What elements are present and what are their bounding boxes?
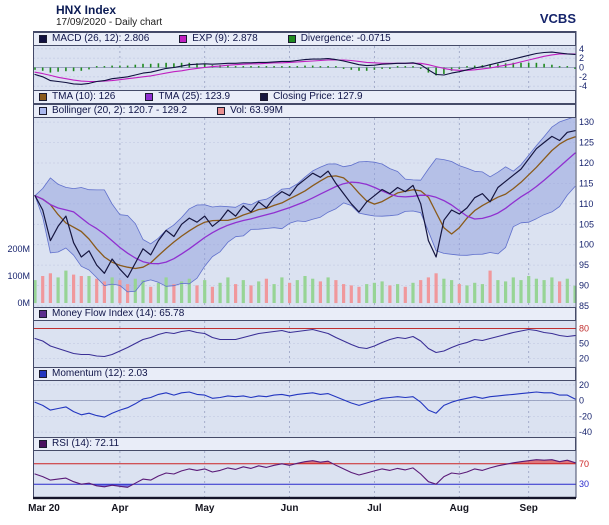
main-legend-row1: TMA (10): 126 TMA (25): 123.9 Closing Pric… — [33, 90, 576, 104]
legend-label: Vol: 63.99M — [230, 105, 283, 116]
svg-text:20: 20 — [579, 354, 589, 364]
legend-item: Vol: 63.99M — [217, 105, 283, 117]
legend-item: EXP (9): 2.878 — [179, 33, 258, 45]
legend-swatch-icon — [39, 440, 47, 448]
svg-text:2: 2 — [579, 53, 584, 63]
macd-panel — [33, 51, 576, 85]
svg-text:115: 115 — [579, 178, 593, 188]
mfi-legend: Money Flow Index (14): 65.78 — [33, 307, 576, 321]
legend-item: Money Flow Index (14): 65.78 — [39, 308, 184, 320]
price-panel — [33, 116, 577, 304]
svg-text:4: 4 — [579, 44, 584, 54]
mfi-panel — [33, 328, 576, 358]
svg-text:90: 90 — [579, 281, 589, 291]
svg-text:200M: 200M — [7, 244, 30, 254]
svg-text:Mar 20: Mar 20 — [28, 503, 60, 514]
legend-swatch-icon — [260, 93, 269, 101]
legend-item: Closing Price: 127.9 — [260, 91, 363, 103]
svg-text:95: 95 — [579, 260, 589, 270]
x-axis-labels: Mar 20 Apr May Jun Jul Aug Sep — [28, 503, 538, 514]
legend-swatch-icon — [39, 310, 47, 318]
legend-item: RSI (14): 72.11 — [39, 438, 119, 450]
legend-label: MACD (26, 12): 2.806 — [52, 33, 150, 44]
svg-text:110: 110 — [579, 199, 593, 209]
legend-swatch-icon — [39, 370, 47, 378]
svg-text:Sep: Sep — [520, 503, 538, 514]
legend-swatch-icon — [217, 107, 226, 115]
legend-swatch-icon — [39, 107, 47, 115]
chart-title: HNX Index — [56, 3, 117, 17]
svg-text:0M: 0M — [17, 298, 30, 308]
rsi-panel — [33, 459, 576, 488]
axis-labels: 420-2-4130125120115110105100959085200M10… — [7, 44, 594, 489]
svg-text:120: 120 — [579, 158, 594, 168]
brand-logo: VCBS — [539, 11, 576, 26]
svg-text:80: 80 — [579, 324, 589, 334]
legend-label: RSI (14): 72.11 — [52, 438, 120, 449]
legend-item: TMA (25): 123.9 — [145, 91, 230, 103]
svg-text:Jun: Jun — [281, 503, 299, 514]
svg-text:0: 0 — [579, 396, 584, 406]
svg-text:0: 0 — [579, 63, 584, 73]
legend-label: Momentum (12): 2.03 — [52, 368, 148, 379]
legend-label: TMA (10): 126 — [52, 91, 116, 102]
legend-label: Closing Price: 127.9 — [273, 91, 363, 102]
svg-text:Apr: Apr — [111, 503, 128, 514]
svg-text:100M: 100M — [7, 271, 30, 281]
macd-legend: MACD (26, 12): 2.806 EXP (9): 2.878 Diverg… — [33, 32, 576, 46]
svg-text:-20: -20 — [579, 411, 592, 421]
legend-label: TMA (25): 123.9 — [158, 91, 231, 102]
svg-text:-40: -40 — [579, 427, 592, 437]
svg-text:Jul: Jul — [367, 503, 382, 514]
legend-swatch-icon — [39, 93, 47, 101]
legend-label: Bollinger (20, 2): 120.7 - 129.2 — [52, 105, 188, 116]
legend-item: Bollinger (20, 2): 120.7 - 129.2 — [39, 105, 187, 117]
svg-text:Aug: Aug — [450, 503, 469, 514]
main-legend-row2: Bollinger (20, 2): 120.7 - 129.2 Vol: 63.… — [33, 104, 576, 118]
svg-text:85: 85 — [579, 301, 589, 311]
legend-item: MACD (26, 12): 2.806 — [39, 33, 149, 45]
legend-swatch-icon — [287, 35, 296, 43]
momentum-legend: Momentum (12): 2.03 — [33, 367, 576, 381]
svg-text:-2: -2 — [579, 72, 587, 82]
legend-item: Momentum (12): 2.03 — [39, 368, 148, 380]
svg-text:70: 70 — [579, 459, 589, 469]
svg-text:100: 100 — [579, 240, 594, 250]
chart-subtitle: 17/09/2020 - Daily chart — [56, 17, 163, 28]
svg-text:30: 30 — [579, 479, 589, 489]
legend-swatch-icon — [39, 35, 47, 43]
legend-item: TMA (10): 126 — [39, 91, 115, 103]
legend-label: EXP (9): 2.878 — [192, 33, 258, 44]
rsi-legend: RSI (14): 72.11 — [33, 437, 576, 451]
legend-item: Divergence: -0.0715 — [287, 33, 391, 45]
svg-text:50: 50 — [579, 339, 589, 349]
legend-swatch-icon — [179, 35, 188, 43]
svg-text:May: May — [195, 503, 215, 514]
legend-swatch-icon — [145, 93, 154, 101]
momentum-panel — [33, 391, 576, 418]
legend-label: Divergence: -0.0715 — [300, 33, 391, 44]
svg-text:20: 20 — [579, 380, 589, 390]
svg-text:-4: -4 — [579, 81, 587, 91]
svg-text:130: 130 — [579, 117, 594, 127]
svg-text:125: 125 — [579, 138, 594, 148]
legend-label: Money Flow Index (14): 65.78 — [52, 308, 185, 319]
svg-text:105: 105 — [579, 219, 594, 229]
